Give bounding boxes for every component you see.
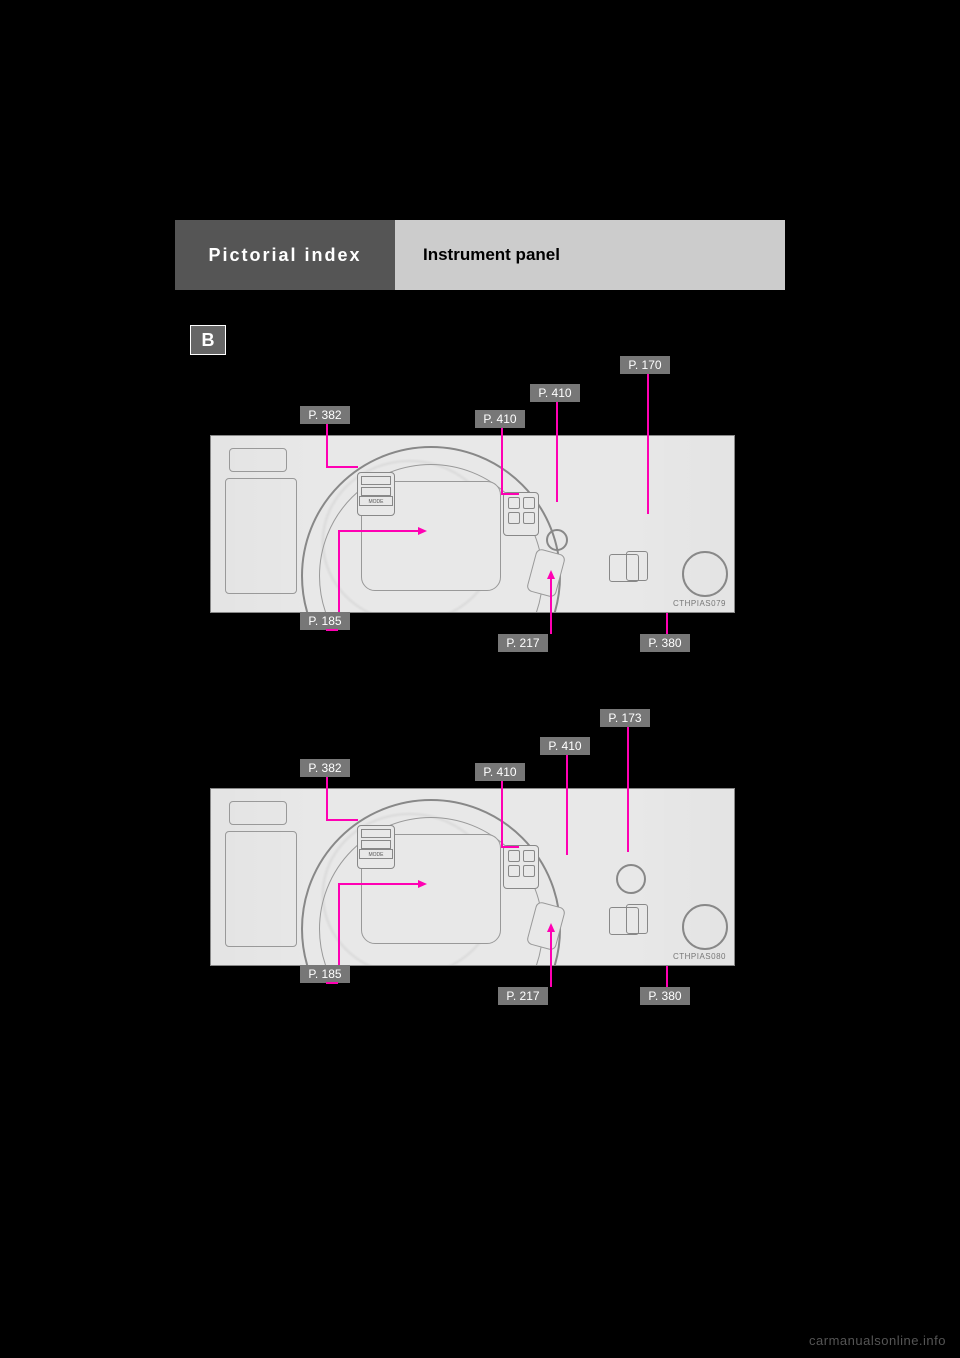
ignition-slot	[546, 529, 568, 551]
leader	[666, 613, 668, 634]
diagram-1-code: CTHPIAS079	[673, 599, 726, 608]
leader	[556, 402, 558, 502]
callout-d1-top-right: P. 170	[620, 356, 670, 374]
arrow-icon	[418, 880, 427, 888]
callout-d1-bottom-left: P. 185	[300, 612, 350, 630]
leader	[550, 578, 552, 634]
page-header: Pictorial index Instrument panel	[175, 220, 785, 290]
left-switch-cluster	[357, 472, 395, 516]
diagram-1: MODE CTHPIAS079	[210, 435, 735, 613]
leader	[566, 755, 568, 855]
header-title: Instrument panel	[395, 220, 785, 290]
arrow-icon	[418, 527, 427, 535]
callout-d2-top-mid: P. 410	[540, 737, 590, 755]
leader	[326, 777, 328, 819]
right-switch-cluster	[503, 492, 539, 536]
leader	[326, 819, 358, 821]
callout-d1-top-left: P. 382	[300, 406, 350, 424]
door-panel	[221, 797, 301, 957]
leader	[550, 931, 552, 987]
leader-horn-arrow	[338, 883, 418, 885]
engine-start-button	[616, 864, 646, 894]
callout-d1-bottom-mid: P. 217	[498, 634, 548, 652]
arrow-icon	[547, 570, 555, 579]
leader	[326, 466, 358, 468]
callout-d2-top-mid2: P. 410	[475, 763, 525, 781]
dash-button	[626, 904, 648, 934]
callout-d2-top-right: P. 173	[600, 709, 650, 727]
leader	[326, 629, 338, 631]
mode-button-label: MODE	[359, 849, 393, 859]
leader	[501, 493, 519, 495]
callout-d2-bottom-mid: P. 217	[498, 987, 548, 1005]
diagram-2-code: CTHPIAS080	[673, 952, 726, 961]
leader	[326, 424, 328, 466]
callout-d1-top-mid: P. 410	[530, 384, 580, 402]
leader	[501, 846, 519, 848]
leader	[501, 781, 503, 846]
leader	[647, 374, 649, 514]
leader	[666, 966, 668, 987]
variant-badge: B	[190, 325, 226, 355]
leader	[627, 727, 629, 852]
leader	[326, 982, 338, 984]
callout-d1-top-mid2: P. 410	[475, 410, 525, 428]
watermark-text: carmanualsonline.info	[809, 1333, 946, 1348]
door-panel	[221, 444, 301, 604]
diagram-2: MODE CTHPIAS080	[210, 788, 735, 966]
page-content: Pictorial index Instrument panel	[175, 220, 785, 290]
callout-d1-bottom-right: P. 380	[640, 634, 690, 652]
leader-horn-arrow	[338, 530, 418, 532]
control-knob	[682, 904, 728, 950]
arrow-icon	[547, 923, 555, 932]
leader	[501, 428, 503, 493]
dash-right-panel	[628, 844, 728, 959]
control-knob	[682, 551, 728, 597]
left-switch-cluster	[357, 825, 395, 869]
callout-d2-bottom-left: P. 185	[300, 965, 350, 983]
header-section-label: Pictorial index	[175, 220, 395, 290]
callout-d2-bottom-right: P. 380	[640, 987, 690, 1005]
right-switch-cluster	[503, 845, 539, 889]
mode-button-label: MODE	[359, 496, 393, 506]
dash-right-panel	[628, 491, 728, 606]
dash-button	[626, 551, 648, 581]
callout-d2-top-left: P. 382	[300, 759, 350, 777]
